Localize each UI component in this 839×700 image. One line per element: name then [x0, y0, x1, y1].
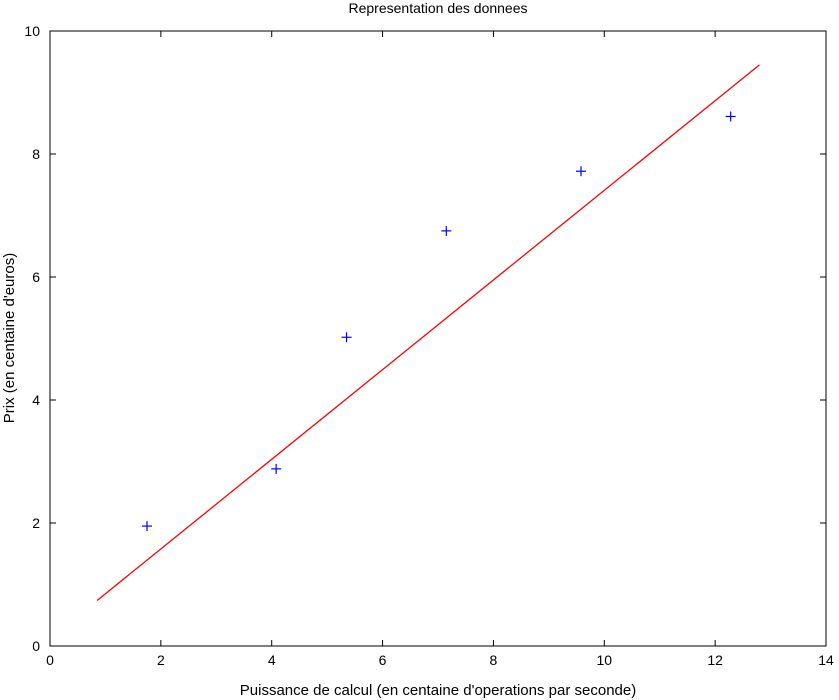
plot-frame — [49, 30, 827, 647]
x-tick-label: 4 — [268, 652, 276, 668]
y-tick-label: 4 — [32, 392, 40, 408]
axis-ticks — [49, 30, 827, 647]
y-tick-labels: 0 2 4 6 8 10 — [24, 23, 40, 654]
x-axis-label: Puissance de calcul (en centaine d'opera… — [240, 682, 636, 699]
data-point — [142, 521, 152, 532]
chart-title: Representation des donnees — [348, 0, 527, 16]
x-tick-label: 12 — [707, 652, 723, 668]
fit-line — [96, 64, 760, 601]
x-tick-labels: 0 2 4 6 8 10 12 14 — [46, 652, 834, 668]
x-tick-label: 8 — [490, 652, 498, 668]
y-tick-label: 6 — [32, 269, 40, 285]
y-tick-label: 0 — [32, 638, 40, 654]
series-layer — [96, 64, 760, 601]
y-axis-label: Prix (en centaine d'euros) — [1, 253, 18, 423]
x-tick-label: 0 — [46, 652, 54, 668]
data-point — [271, 463, 282, 474]
y-tick-label: 10 — [24, 23, 40, 39]
data-point — [341, 332, 352, 343]
data-point — [576, 166, 587, 177]
data-point — [441, 225, 452, 236]
x-tick-label: 6 — [379, 652, 387, 668]
x-tick-label: 2 — [157, 652, 165, 668]
y-tick-label: 2 — [32, 515, 40, 531]
x-tick-label: 10 — [596, 652, 612, 668]
data-point — [725, 111, 736, 122]
x-tick-label: 14 — [818, 652, 834, 668]
y-tick-label: 8 — [32, 146, 40, 162]
